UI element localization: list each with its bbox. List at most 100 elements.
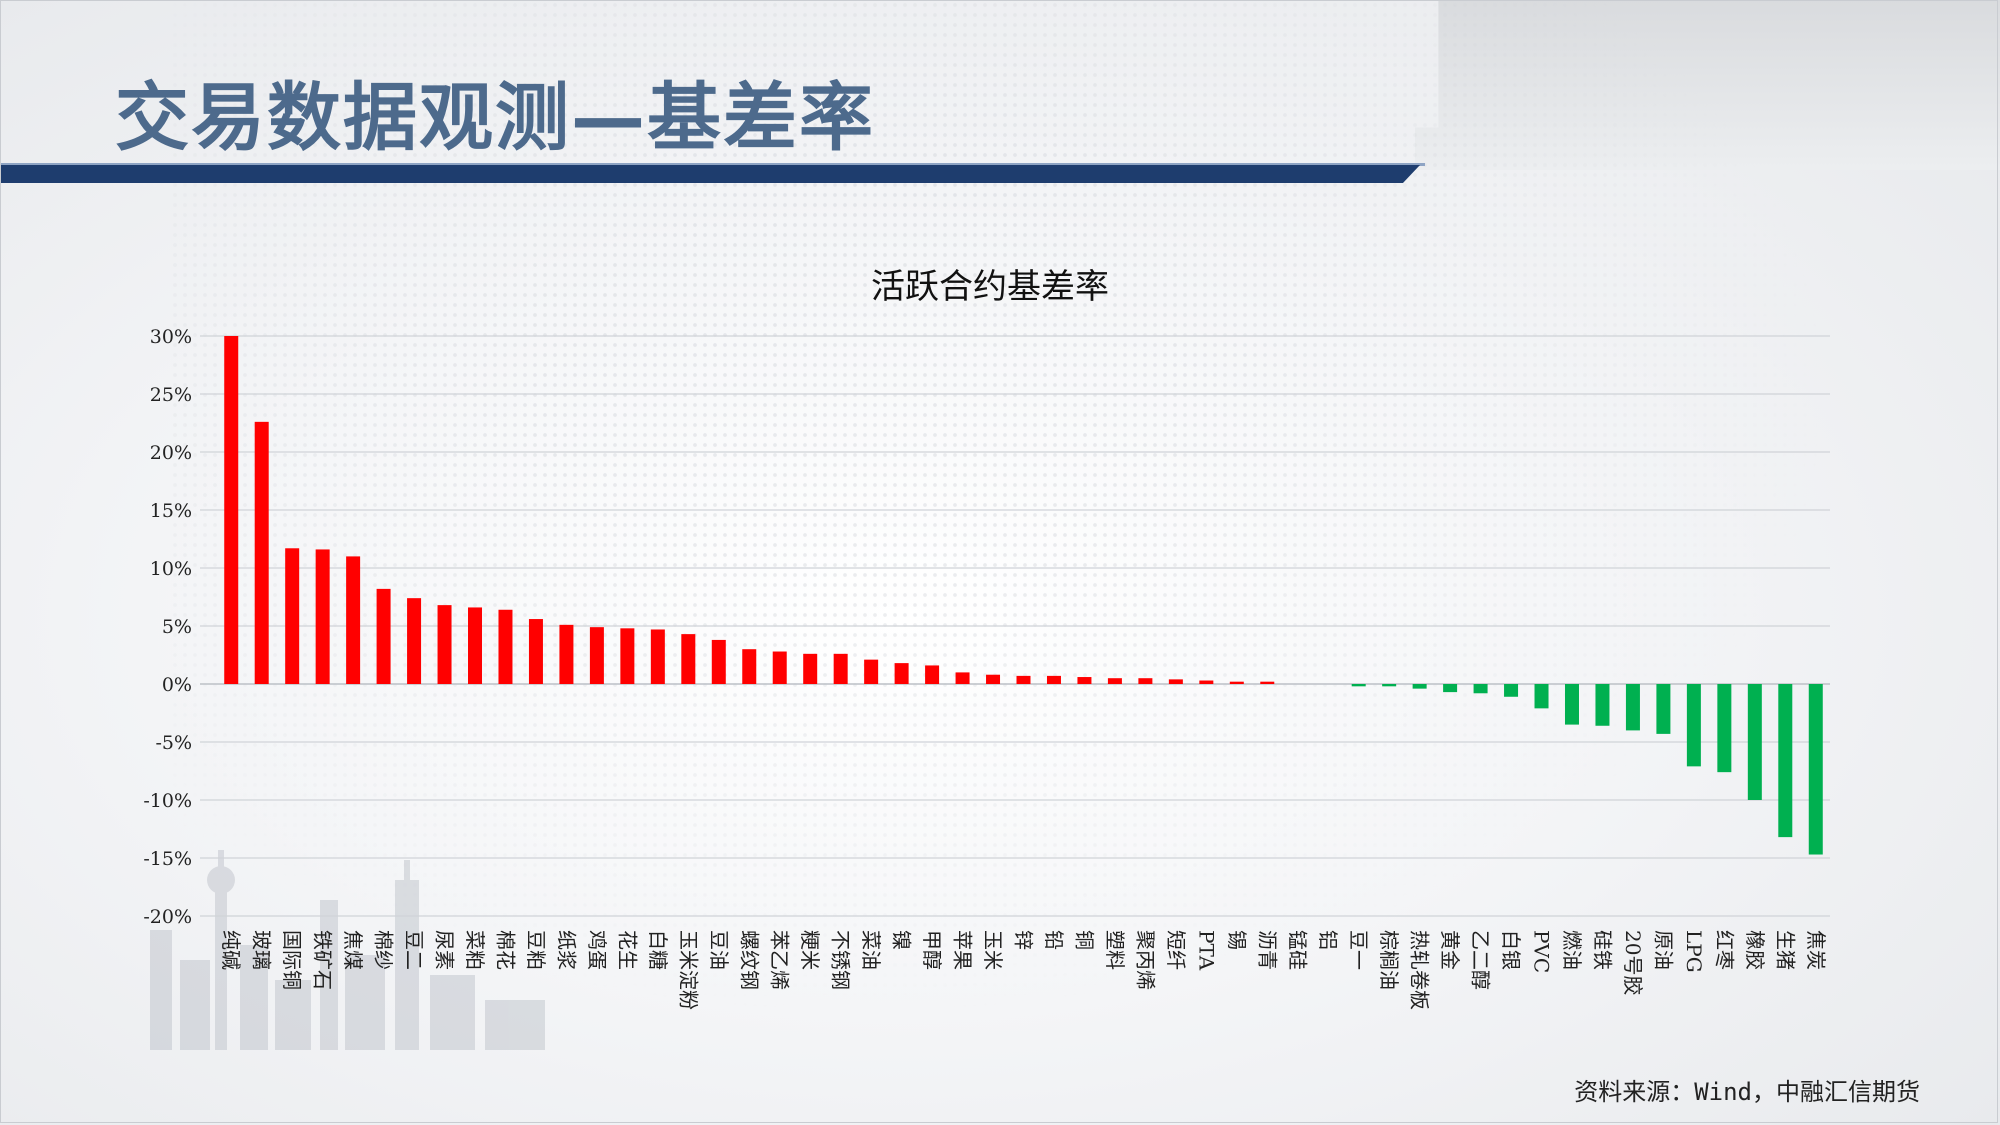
bar-焦炭	[1808, 684, 1823, 855]
x-tick-label: 镍	[890, 930, 914, 950]
page-title: 交易数据观测—基差率	[115, 75, 875, 161]
bar-短纤	[1168, 679, 1183, 684]
bar-尿素	[437, 605, 452, 684]
x-tick-label: 焦煤	[341, 930, 365, 970]
x-tick-label: 纸浆	[554, 930, 578, 970]
x-tick-label: 玉米	[981, 930, 1005, 970]
bar-豆油	[711, 639, 726, 684]
chart-title: 活跃合约基差率	[871, 267, 1109, 307]
y-tick-label: 5%	[162, 616, 192, 638]
bar-橡胶	[1747, 684, 1762, 800]
x-tick-label: 原油	[1651, 930, 1675, 970]
x-tick-label: 焦炭	[1804, 930, 1828, 970]
x-tick-label: PVC	[1530, 930, 1554, 973]
x-tick-label: 热轧卷板	[1408, 930, 1432, 1010]
x-tick-label: 铁矿石	[311, 930, 335, 990]
bar-原油	[1656, 684, 1671, 734]
y-tick-label: 20%	[150, 442, 192, 464]
bar-国际铜	[285, 548, 300, 684]
x-tick-label: 乙二醇	[1469, 930, 1493, 990]
bar-沥青	[1260, 681, 1275, 684]
bar-铅	[1046, 675, 1061, 684]
bar-棕榈油	[1382, 684, 1397, 687]
x-tick-label: PTA	[1194, 930, 1218, 971]
x-tick-label: 粳米	[798, 930, 822, 970]
bar-硅铁	[1595, 684, 1610, 726]
y-axis: 30% 25% 20% 15% 10% 5% 0% -5% -10% -15% -20%	[143, 326, 192, 928]
bar-燃油	[1564, 684, 1579, 725]
x-tick-label: 棉纱	[372, 930, 396, 970]
bar-生猪	[1778, 684, 1793, 838]
y-tick-label: 25%	[150, 384, 192, 406]
bar-锌	[1016, 675, 1031, 684]
bar-白糖	[650, 629, 665, 684]
x-tick-label: 铝	[1316, 930, 1340, 950]
x-axis: 纯碱 玻璃 国际铜 铁矿石 焦煤 棉纱 豆二 尿素 菜粕 棉花 豆粕 纸浆 鸡蛋 花生 白糖 玉米淀粉 豆油 螺纹…	[219, 930, 1828, 1010]
bar-豆二	[407, 598, 422, 684]
x-tick-label: 沥青	[1255, 930, 1279, 970]
bar-花生	[620, 628, 635, 684]
y-tick-label: 30%	[150, 326, 192, 348]
world-map-background	[170, 0, 2000, 1125]
bar-铜	[1077, 677, 1092, 684]
x-tick-label: 苹果	[951, 930, 975, 970]
x-tick-label: 白银	[1499, 930, 1523, 970]
bar-棉纱	[376, 588, 391, 684]
bar-豆粕	[528, 619, 543, 684]
x-tick-label: 棕榈油	[1377, 930, 1401, 990]
x-tick-label: 锌	[1012, 930, 1036, 950]
x-tick-label: 豆油	[707, 930, 731, 970]
bar-苯乙烯	[772, 651, 787, 684]
x-tick-label: 国际铜	[280, 930, 304, 990]
x-tick-label: 20号胶	[1621, 930, 1645, 995]
x-tick-label: 锡	[1225, 930, 1249, 950]
y-tick-label: 10%	[150, 558, 192, 580]
x-tick-label: 红枣	[1712, 930, 1736, 970]
y-tick-label: -10%	[143, 790, 192, 812]
x-tick-label: 尿素	[433, 930, 457, 970]
bar-甲醇	[925, 665, 940, 684]
bar-聚丙烯	[1138, 678, 1153, 684]
bar-焦煤	[346, 556, 361, 684]
x-tick-label: 锰硅	[1286, 930, 1310, 970]
bar-螺纹钢	[742, 649, 757, 684]
x-tick-label: 苯乙烯	[768, 930, 792, 990]
x-tick-label: 螺纹钢	[737, 930, 761, 990]
bar-PTA	[1199, 680, 1214, 684]
x-tick-label: 纯碱	[219, 930, 243, 970]
x-tick-label: 黄金	[1438, 930, 1462, 970]
y-tick-label: -20%	[143, 906, 192, 928]
x-tick-label: 鸡蛋	[585, 930, 609, 970]
y-tick-label: -5%	[155, 732, 192, 754]
x-tick-label: 棉花	[493, 930, 517, 970]
bar-白银	[1504, 684, 1519, 697]
y-tick-label: -15%	[143, 848, 192, 870]
bar-玉米淀粉	[681, 634, 696, 684]
x-tick-label: 豆粕	[524, 930, 548, 970]
bar-红枣	[1717, 684, 1732, 773]
bar-锡	[1229, 681, 1244, 684]
x-tick-label: 铅	[1042, 930, 1066, 950]
x-tick-label: 不锈钢	[829, 930, 853, 990]
x-tick-label: 玉米淀粉	[676, 930, 700, 1010]
x-tick-label: LPG	[1682, 930, 1706, 973]
bar-菜油	[864, 659, 879, 684]
bar-玉米	[986, 674, 1001, 684]
x-tick-label: 豆一	[1347, 930, 1371, 970]
bar-热轧卷板	[1412, 684, 1427, 689]
bar-乙二醇	[1473, 684, 1488, 694]
y-tick-label: 15%	[150, 500, 192, 522]
x-tick-label: 铜	[1072, 930, 1096, 950]
x-tick-label: 橡胶	[1743, 930, 1767, 970]
x-tick-label: 玻璃	[250, 930, 274, 970]
x-tick-label: 聚丙烯	[1133, 930, 1157, 990]
y-tick-label: 0%	[162, 674, 192, 696]
bar-玻璃	[254, 421, 269, 684]
header-band	[0, 165, 1420, 183]
x-tick-label: 花生	[615, 930, 639, 970]
bar-菜粕	[468, 607, 483, 684]
bar-不锈钢	[833, 653, 848, 684]
bar-棉花	[498, 609, 513, 684]
bar-PVC	[1534, 684, 1549, 709]
bar-粳米	[803, 653, 818, 684]
